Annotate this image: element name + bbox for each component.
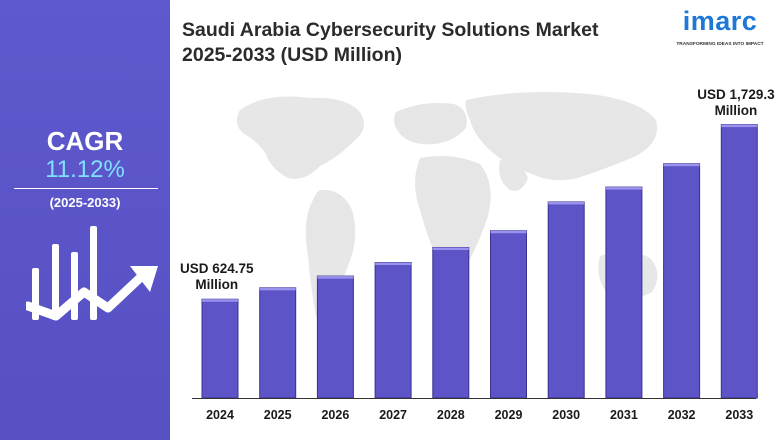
cagr-panel: CAGR 11.12% (2025-2033) (0, 0, 170, 440)
chart-area: 2024 2025 2026 2027 2028 2029 2030 2031 2032 2033… (170, 70, 780, 440)
callout-end-line2: Million (714, 102, 758, 118)
bar-top-highlight-2024 (202, 299, 238, 302)
bars-layer (201, 124, 758, 399)
cagr-value: 11.12% (45, 156, 125, 183)
x-tick-label-2031: 2031 (610, 408, 638, 422)
callout-start-line1: USD 624.75 (180, 261, 254, 277)
trend-arrow-icon (26, 271, 147, 321)
bar-2026 (316, 275, 354, 399)
x-tick-label-2027: 2027 (379, 408, 407, 422)
callout-end-value: USD 1,729.3 Million (697, 87, 774, 119)
callout-start-line2: Million (195, 277, 239, 293)
callout-start-value: USD 624.75 Million (180, 261, 254, 293)
bar-2029 (490, 230, 527, 399)
imarc-logo: imarc TRANSFORMING IDEAS INTO IMPACT (666, 6, 774, 52)
bar-top-highlight-2032 (663, 163, 700, 167)
cagr-period: (2025-2033) (49, 195, 121, 210)
x-tick-label-2030: 2030 (552, 408, 580, 422)
cagr-divider (14, 188, 158, 189)
x-tick-label-2029: 2029 (495, 408, 523, 422)
x-tick-label-2028: 2028 (437, 408, 465, 422)
x-tick-label-2024: 2024 (206, 408, 234, 422)
bar-top-highlight-2033 (721, 124, 758, 128)
bar-2031 (605, 186, 643, 399)
x-tick-label-2026: 2026 (321, 408, 349, 422)
bar-chart: 2024 2025 2026 2027 2028 2029 2030 2031 2032 2033 (192, 92, 758, 422)
bar-2030 (547, 201, 585, 399)
cagr-label: CAGR (46, 126, 124, 156)
bar-top-highlight-2031 (605, 187, 642, 190)
bar-top-highlight-2027 (375, 262, 412, 266)
bar-top-highlight-2028 (432, 247, 469, 250)
bar-2027 (374, 262, 412, 399)
bar-top-highlight-2029 (490, 230, 527, 234)
logo-wordmark: imarc (682, 6, 758, 36)
bar-top-highlight-2026 (317, 276, 354, 279)
bar-top-highlight-2030 (548, 201, 585, 205)
x-tick-label-2033: 2033 (725, 408, 753, 422)
bar-2032 (663, 163, 701, 399)
x-tick-label-2032: 2032 (668, 408, 696, 422)
chart-title: Saudi Arabia Cybersecurity Solutions Mar… (182, 19, 599, 66)
x-tick-label-2025: 2025 (264, 408, 292, 422)
x-axis: 2024 2025 2026 2027 2028 2029 2030 2031 2032 2033 (192, 398, 756, 422)
bar-top-highlight-2025 (259, 287, 296, 291)
logo-tagline: TRANSFORMING IDEAS INTO IMPACT (676, 42, 764, 47)
callout-end-line1: USD 1,729.3 (697, 86, 775, 102)
world-map-icon (236, 92, 658, 324)
bar-2033 (720, 124, 758, 399)
bar-2028 (432, 246, 470, 399)
growth-bars-icon (26, 226, 158, 321)
bar-2025 (259, 287, 297, 399)
bar-2024 (201, 298, 239, 399)
